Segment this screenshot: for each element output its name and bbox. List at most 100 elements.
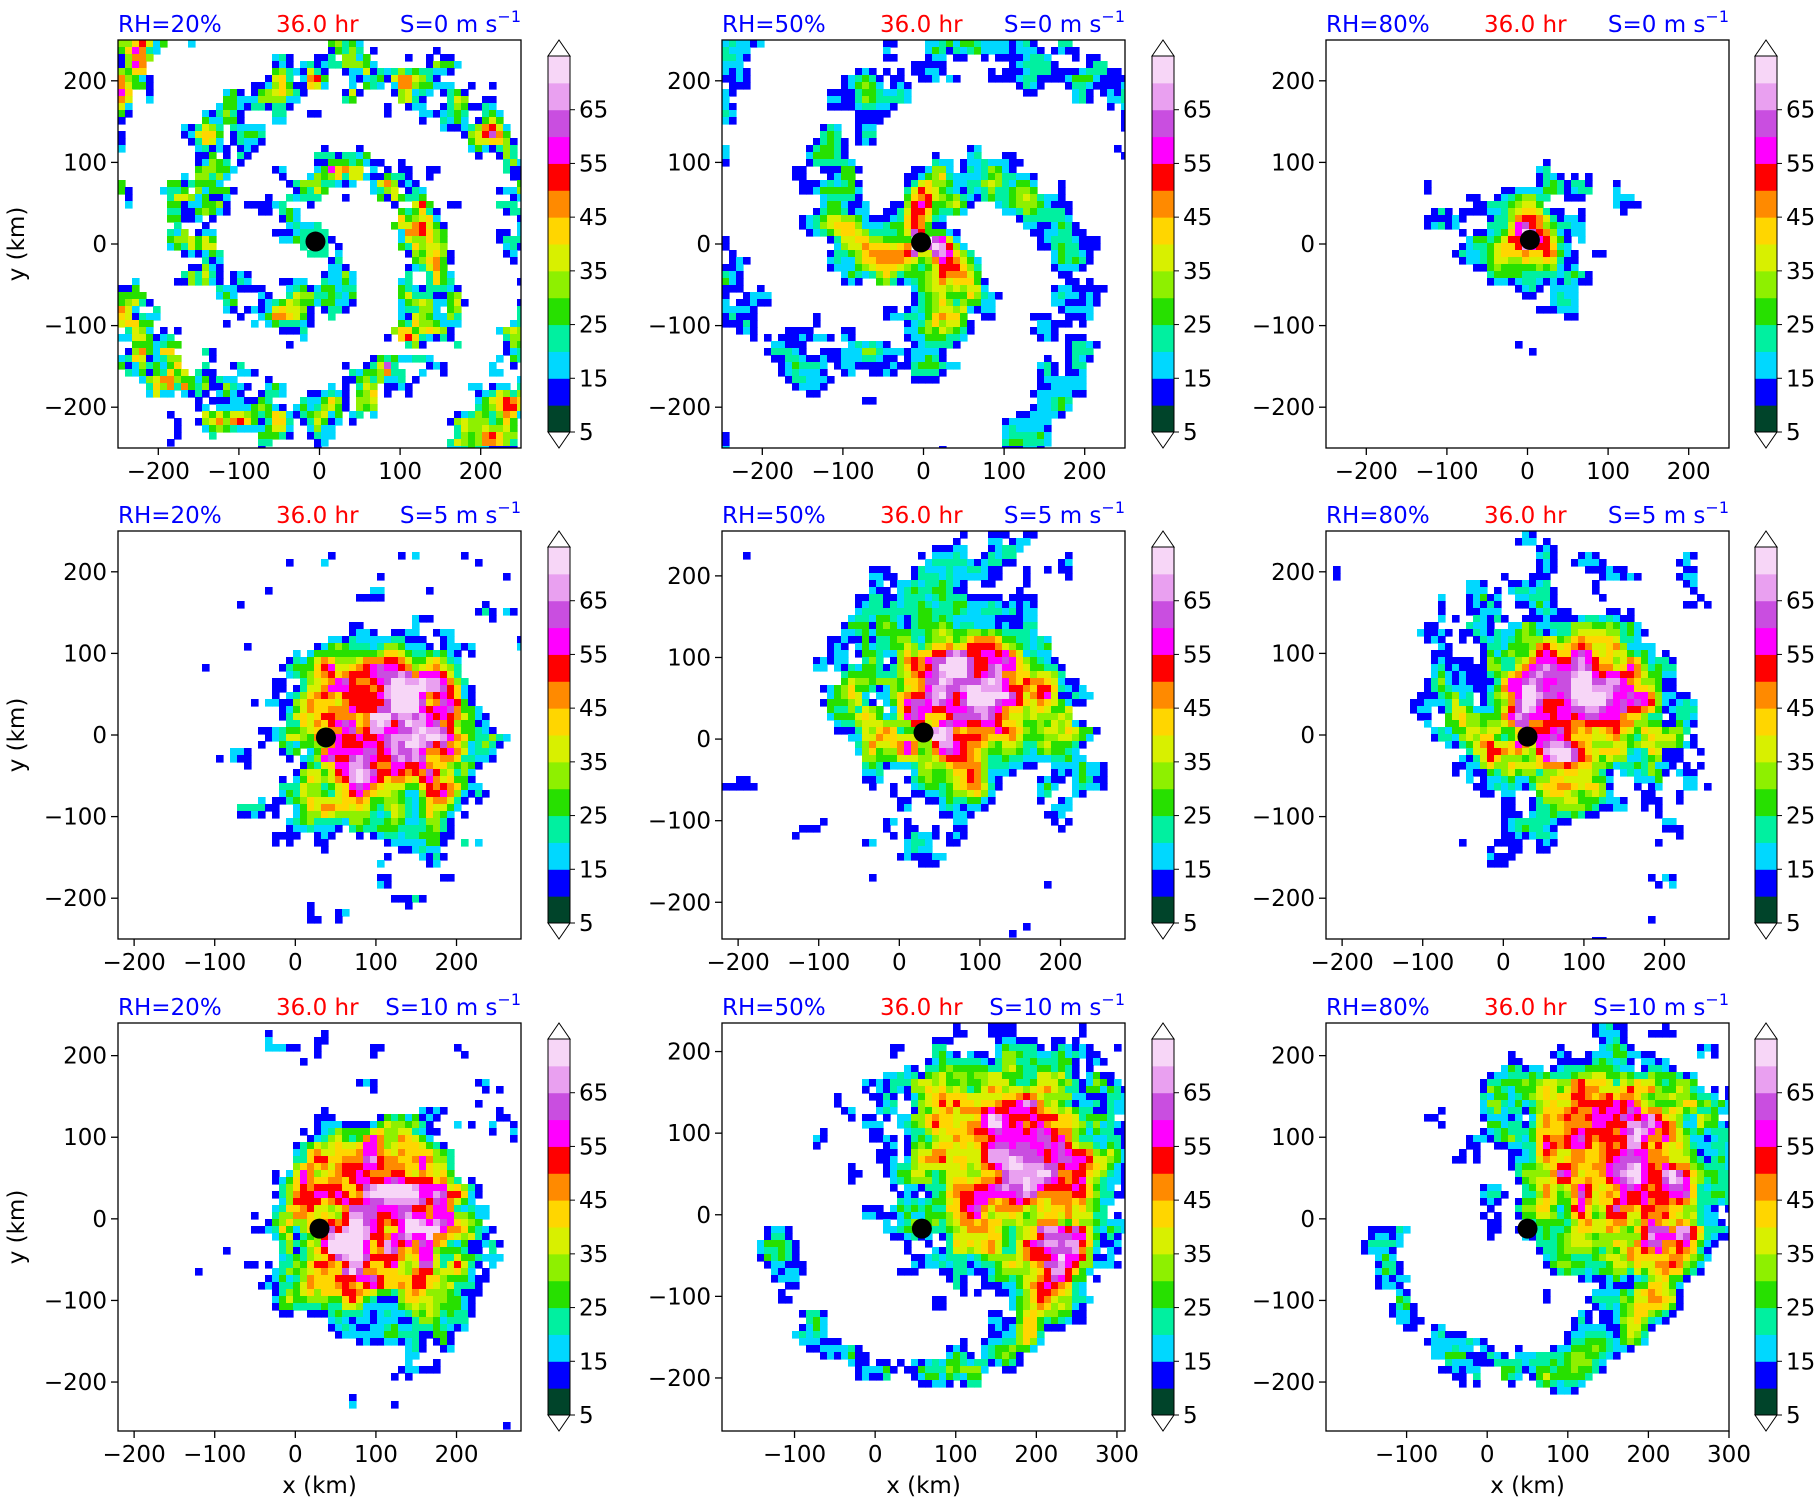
contour-cell — [237, 390, 245, 398]
contour-cell — [988, 762, 996, 770]
contour-cell — [279, 790, 287, 798]
contour-cell — [167, 236, 175, 244]
contour-cell — [363, 404, 371, 412]
contour-cell — [454, 678, 462, 686]
contour-cell — [314, 299, 322, 307]
contour-cell — [848, 678, 856, 686]
contour-cell — [736, 68, 744, 76]
contour-cell — [419, 895, 427, 903]
contour-cell — [939, 236, 947, 244]
contour-cell — [475, 446, 483, 448]
contour-cell — [1543, 194, 1551, 202]
contour-cell — [1051, 362, 1059, 370]
colorbar-segment — [1755, 190, 1777, 218]
contour-cell — [1009, 187, 1017, 195]
contour-cell — [981, 720, 989, 728]
contour-cell — [293, 650, 301, 658]
contour-cell — [482, 755, 490, 763]
contour-cell — [862, 657, 870, 665]
contour-cell — [995, 566, 1003, 574]
contour-cell — [426, 734, 434, 742]
contour-cell — [967, 194, 975, 202]
contour-cell — [265, 411, 273, 419]
contour-cell — [813, 145, 821, 153]
contour-cell — [974, 664, 982, 672]
contour-cell — [279, 299, 287, 307]
contour-cell — [510, 173, 518, 181]
contour-cell — [1107, 82, 1115, 90]
contour-cell — [1051, 720, 1059, 728]
contour-cell — [468, 713, 476, 721]
contour-cell — [729, 75, 737, 83]
contour-cell — [1058, 264, 1066, 272]
contour-cell — [328, 271, 336, 279]
contour-cell — [1065, 397, 1073, 405]
contour-cell — [468, 706, 476, 714]
contour-cell — [433, 271, 441, 279]
contour-cell — [412, 89, 420, 97]
contour-cell — [876, 650, 884, 658]
contour-cell — [729, 54, 737, 62]
contour-cell — [377, 692, 385, 700]
contour-cell — [237, 103, 245, 111]
contour-cell — [827, 96, 835, 104]
y-tick-label: −200 — [44, 886, 107, 912]
contour-cell — [223, 117, 231, 125]
contour-cell — [384, 853, 392, 861]
contour-cell — [300, 727, 308, 735]
contour-cell — [384, 727, 392, 735]
contour-cell — [419, 650, 427, 658]
contour-cell — [946, 341, 954, 349]
contour-cell — [1086, 292, 1094, 300]
contour-cell — [426, 299, 434, 307]
contour-cell — [293, 194, 301, 202]
contour-cell — [960, 243, 968, 251]
contour-cell — [433, 306, 441, 314]
contour-cell — [1037, 755, 1045, 763]
contour-cell — [433, 664, 441, 672]
contour-cell — [1459, 250, 1467, 258]
contour-cell — [1494, 194, 1502, 202]
contour-cell — [412, 306, 420, 314]
contour-cell — [363, 75, 371, 83]
contour-cell — [391, 832, 399, 840]
contour-cell — [890, 762, 898, 770]
contour-cell — [202, 250, 210, 258]
contour-cell — [883, 313, 891, 321]
contour-cell — [890, 236, 898, 244]
contour-cell — [118, 285, 126, 293]
contour-cell — [258, 292, 266, 300]
contour-cell — [1065, 285, 1073, 293]
contour-cell — [1550, 271, 1558, 279]
contour-cell — [841, 187, 849, 195]
contour-cell — [736, 54, 744, 62]
contour-cell — [820, 355, 828, 363]
contour-cell — [391, 762, 399, 770]
contour-cell — [953, 545, 961, 553]
contour-cell — [1550, 229, 1558, 237]
contour-cell — [1466, 257, 1474, 265]
contour-cell — [510, 432, 518, 440]
contour-cell — [848, 243, 856, 251]
contour-cell — [391, 201, 399, 209]
contour-cell — [1072, 68, 1080, 76]
contour-cell — [1016, 713, 1024, 721]
contour-cell — [314, 250, 322, 258]
contour-cell — [1522, 271, 1530, 279]
contour-cell — [932, 783, 940, 791]
contour-cell — [300, 741, 308, 749]
contour-cell — [1037, 664, 1045, 672]
contour-cell — [890, 250, 898, 258]
contour-cell — [1002, 748, 1010, 756]
contour-cell — [995, 601, 1003, 609]
contour-cell — [932, 243, 940, 251]
contour-cell — [1522, 208, 1530, 216]
contour-cell — [174, 180, 182, 188]
contour-cell — [174, 201, 182, 209]
contour-cell — [398, 222, 406, 230]
contour-cell — [1002, 769, 1010, 777]
contour-cell — [939, 180, 947, 188]
contour-cell — [230, 292, 238, 300]
contour-cell — [1058, 706, 1066, 714]
contour-cell — [216, 397, 224, 405]
